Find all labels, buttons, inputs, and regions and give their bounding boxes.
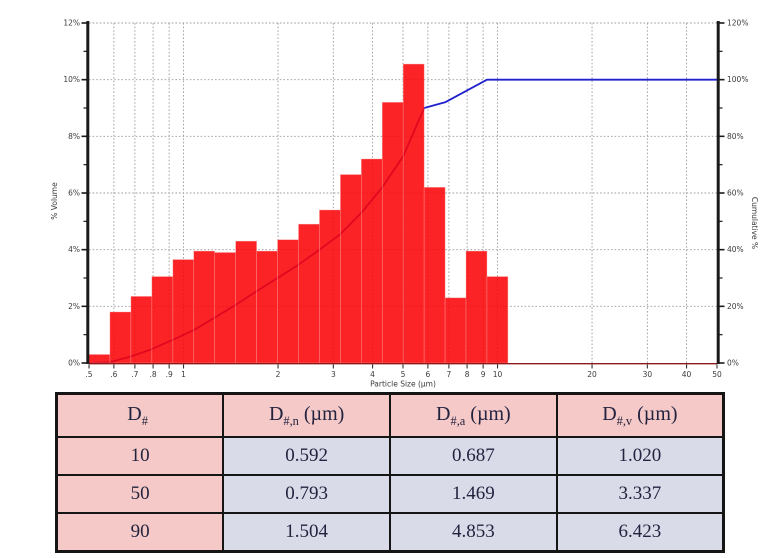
tick-label: 4% <box>68 245 80 254</box>
x-axis-title: Particle Size (µm) <box>370 380 436 389</box>
cell-value: 3.337 <box>555 474 725 514</box>
histogram-bar <box>486 276 509 364</box>
tick-label: .5 <box>85 370 92 379</box>
cell-percentile: 90 <box>55 512 225 553</box>
tick-label: 8% <box>68 132 80 141</box>
tick-label: 60% <box>727 189 744 198</box>
tick-label: 4 <box>370 370 375 379</box>
histogram-bar <box>381 102 404 364</box>
histogram-bar <box>465 250 488 364</box>
tick-label: 9 <box>481 370 486 379</box>
histogram-bar <box>298 223 320 364</box>
tick-label: 30 <box>643 370 653 379</box>
cell-value: 1.469 <box>389 474 558 514</box>
tick-label: 5 <box>401 370 406 379</box>
histogram-bar <box>444 297 467 364</box>
col-header-d: D# <box>55 392 225 438</box>
histogram-bar <box>172 259 195 364</box>
cell-value: 4.853 <box>389 512 558 553</box>
tick-label: 20% <box>727 302 744 311</box>
table-header-row: D# D#,n (µm) D#,a (µm) D#,v (µm) <box>55 392 725 438</box>
histogram-bar <box>277 239 299 364</box>
tick-label: 40 <box>682 370 692 379</box>
left-axis-title: % Volume <box>50 182 59 220</box>
tick-label: 2% <box>68 302 80 311</box>
tick-label: 100% <box>727 75 748 84</box>
tick-label: .9 <box>166 370 173 379</box>
particle-size-distribution-chart: 0% 2% 4% 6% 8% 10% 12% 0% 20% 40% 60% 80% 100% 120% .5… <box>50 19 759 389</box>
histogram-bar <box>423 187 446 364</box>
cell-percentile: 50 <box>55 474 225 514</box>
chart-area: 0% 2% 4% 6% 8% 10% 12% 0% 20% 40% 60% 80% 100% 120% .5… <box>50 19 759 389</box>
tick-label: 20 <box>587 370 597 379</box>
histogram-bar <box>340 174 362 364</box>
tick-label: 40% <box>727 245 744 254</box>
tick-label: .8 <box>150 370 157 379</box>
histogram-bar <box>235 240 257 364</box>
tick-label: 1 <box>181 370 186 379</box>
histogram-bar <box>193 250 216 364</box>
tick-label: 80% <box>727 132 744 141</box>
table-row-d90: 90 1.504 4.853 6.423 <box>55 512 725 553</box>
cell-value: 0.592 <box>222 436 391 476</box>
histogram-bar <box>151 276 174 364</box>
tick-label: 10 <box>493 370 503 379</box>
cell-value: 0.793 <box>222 474 391 514</box>
tick-label: .7 <box>131 370 138 379</box>
table-row-d10: 10 0.592 0.687 1.020 <box>55 436 725 476</box>
percentile-table: D# D#,n (µm) D#,a (µm) D#,v (µm) 10 0.592 0… <box>55 392 725 553</box>
histogram-bar <box>88 354 111 364</box>
cell-percentile: 10 <box>55 436 225 476</box>
tick-label: 2 <box>276 370 281 379</box>
col-header-dn: D#,n (µm) <box>222 392 391 438</box>
histogram-bar <box>402 63 425 364</box>
right-axis-title: Cumulative % <box>750 197 759 249</box>
histogram-bar <box>319 209 341 364</box>
cell-value: 6.423 <box>555 512 725 553</box>
tick-label: 7 <box>446 370 451 379</box>
col-header-da: D#,a (µm) <box>389 392 558 438</box>
histogram-bar <box>214 252 236 364</box>
tick-label: 10% <box>63 75 80 84</box>
table-row-d50: 50 0.793 1.469 3.337 <box>55 474 725 514</box>
tick-label: 6 <box>425 370 430 379</box>
tick-label: 8 <box>465 370 470 379</box>
tick-label: 12% <box>63 19 80 28</box>
tick-label: 0% <box>68 359 80 368</box>
tick-label: 120% <box>727 19 748 28</box>
tick-label: 3 <box>331 370 336 379</box>
histogram-bar <box>361 158 383 364</box>
tick-label: 50 <box>712 370 722 379</box>
cell-value: 1.020 <box>555 436 725 476</box>
col-header-dv: D#,v (µm) <box>555 392 725 438</box>
tick-label: .6 <box>110 370 117 379</box>
histogram-bar <box>109 311 132 364</box>
tick-label: 0% <box>727 359 739 368</box>
histogram-bar <box>130 296 153 364</box>
cell-value: 0.687 <box>389 436 558 476</box>
histogram-bar <box>256 250 278 364</box>
cell-value: 1.504 <box>222 512 391 553</box>
tick-label: 6% <box>68 189 80 198</box>
